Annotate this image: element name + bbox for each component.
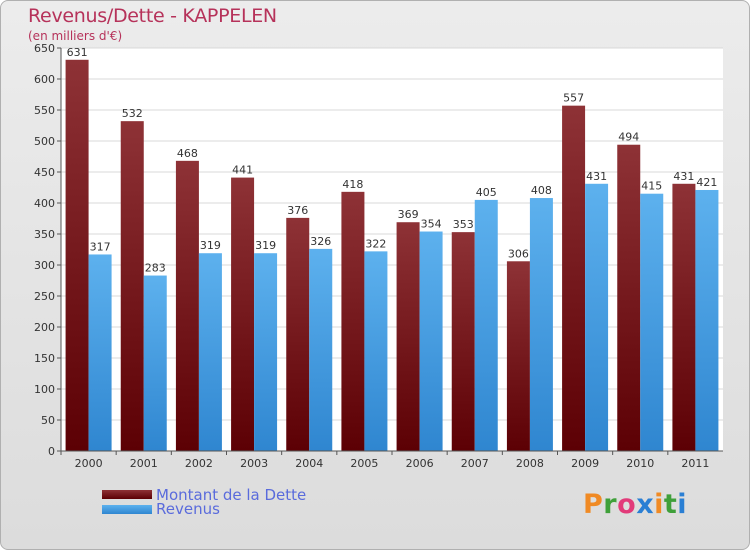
x-tick-label: 2005 [350,457,378,470]
bar-revenus [585,183,609,451]
data-label: 283 [145,262,166,275]
bars [65,59,719,452]
bar-revenus [88,254,112,451]
bar-revenus [419,231,443,451]
data-label: 376 [287,204,308,217]
data-label: 322 [365,237,386,250]
x-tick-label: 2000 [75,457,103,470]
x-tick-label: 2008 [516,457,544,470]
data-label: 441 [232,164,253,177]
data-label: 431 [673,170,694,183]
x-tick-label: 2006 [406,457,434,470]
bar-revenus [309,248,333,451]
data-label: 557 [563,92,584,105]
data-label: 353 [453,218,474,231]
logo-letter: i [677,489,688,520]
data-label: 468 [177,147,198,160]
bar-dette [396,222,420,451]
bar-dette [506,261,530,451]
logo-letter: x [636,489,655,520]
x-tick-label: 2011 [681,457,709,470]
bar-dette [175,160,199,451]
data-label: 306 [508,247,529,260]
data-label: 405 [476,186,497,199]
legend-swatch-revenus [102,505,152,514]
bar-revenus [198,253,222,451]
y-tick-label: 650 [34,42,55,55]
x-tick-label: 2001 [130,457,158,470]
bar-revenus [474,199,498,451]
logo-letter: r [603,489,618,520]
logo-letter: t [663,489,678,520]
bar-dette [672,183,696,451]
bar-dette [120,121,144,451]
bar-dette [341,191,365,451]
legend-swatch-debt [102,490,152,499]
logo-letter: o [617,489,637,520]
data-label: 431 [586,170,607,183]
bar-dette [231,177,255,451]
data-label: 494 [618,131,639,144]
data-label: 369 [398,208,419,221]
y-tick-label: 600 [34,73,55,86]
y-tick-label: 100 [34,383,55,396]
logo-letter: P [583,489,604,520]
x-tick-label: 2003 [240,457,268,470]
y-tick-label: 450 [34,166,55,179]
data-label: 415 [641,180,662,193]
x-tick-label: 2004 [295,457,323,470]
bar-revenus [254,253,278,451]
y-tick-label: 0 [48,445,55,458]
y-tick-label: 550 [34,104,55,117]
plot-area [61,48,723,451]
bar-revenus [529,198,553,451]
data-label: 354 [421,218,442,231]
y-tick-label: 400 [34,197,55,210]
data-label: 418 [342,178,363,191]
chart-subtitle: (en milliers d'€) [28,29,123,43]
data-label: 532 [122,107,143,120]
y-tick-label: 150 [34,352,55,365]
data-label: 421 [696,176,717,189]
y-tick-label: 500 [34,135,55,148]
bar-revenus [143,275,167,451]
logo-letter: i [654,489,664,520]
chart-title: Revenus/Dette - KAPPELEN [28,5,277,27]
data-label: 319 [200,239,221,252]
legend-label-debt: Montant de la Dette [156,486,307,504]
bar-dette [562,105,586,451]
data-label: 319 [255,239,276,252]
bar-revenus [640,193,664,451]
bar-dette [65,59,89,451]
data-label: 317 [90,240,111,253]
data-label: 631 [67,46,88,59]
bar-revenus [364,251,388,451]
y-tick-label: 200 [34,321,55,334]
proxiti-logo: Proxiti [583,489,687,520]
x-tick-label: 2009 [571,457,599,470]
y-tick-label: 50 [41,414,55,427]
bar-dette [617,144,641,451]
x-tick-label: 2002 [185,457,213,470]
y-tick-label: 300 [34,259,55,272]
x-tick-label: 2010 [626,457,654,470]
y-tick-label: 350 [34,228,55,241]
bar-dette [451,232,475,451]
y-tick-label: 250 [34,290,55,303]
legend-label-revenus: Revenus [156,500,220,518]
axes: 0 50 100 150 200 250 300 350 400 450 500 550 600 650 2… [34,42,723,470]
data-labels: 6313175322834683194413193763264183223693… [67,46,718,275]
x-tick-label: 2007 [461,457,489,470]
grid [61,47,723,452]
data-label: 326 [310,235,331,248]
bar-revenus [695,189,719,452]
data-label: 408 [531,184,552,197]
bar-dette [286,217,310,451]
